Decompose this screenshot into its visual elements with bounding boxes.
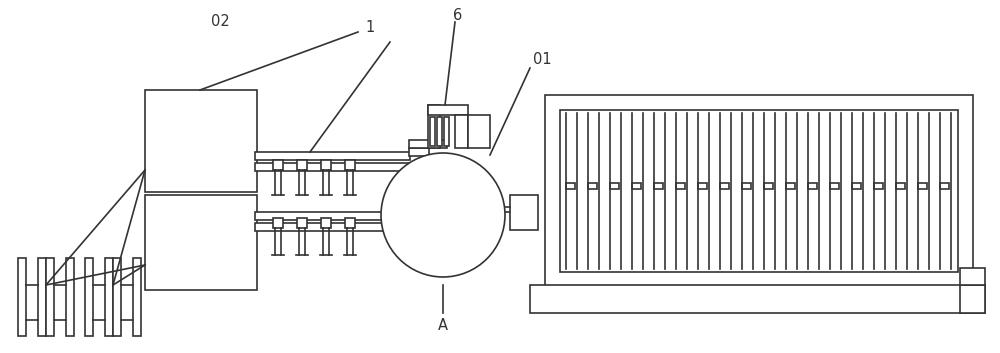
Bar [530, 285, 985, 313]
Bar [145, 195, 257, 290]
Bar [321, 160, 331, 170]
Bar [470, 204, 488, 226]
Bar [462, 200, 472, 220]
Bar [470, 196, 488, 204]
Bar [437, 117, 442, 146]
Bar [676, 183, 685, 189]
Bar [830, 183, 839, 189]
Bar [588, 183, 597, 189]
Bar [654, 183, 663, 189]
Bar [786, 183, 795, 189]
Bar [255, 223, 410, 231]
Bar [85, 258, 93, 336]
Bar [409, 148, 429, 156]
Bar [401, 212, 409, 220]
Bar [113, 258, 121, 336]
Bar [428, 105, 468, 115]
Bar [133, 258, 141, 336]
Circle shape [381, 153, 505, 277]
Bar [273, 218, 283, 228]
Bar [418, 212, 426, 220]
Bar [444, 117, 449, 146]
Bar [428, 105, 440, 148]
Bar [632, 183, 641, 189]
Bar [428, 163, 468, 173]
Bar [455, 115, 468, 148]
Bar [960, 268, 985, 285]
Bar [510, 195, 538, 230]
Bar [66, 258, 74, 336]
Bar [940, 183, 949, 189]
Bar [428, 163, 440, 208]
Bar [255, 212, 410, 220]
Bar [345, 160, 355, 170]
Bar [436, 212, 444, 220]
Text: 1: 1 [365, 20, 375, 36]
Bar [345, 218, 355, 228]
Bar [437, 175, 442, 202]
Bar [255, 152, 410, 160]
Bar [297, 218, 307, 228]
Bar [46, 258, 54, 336]
Bar [698, 183, 707, 189]
Bar [720, 183, 729, 189]
Bar [430, 117, 435, 146]
Bar [560, 110, 958, 272]
Text: 6: 6 [453, 7, 463, 23]
Bar [395, 215, 500, 221]
Text: 02: 02 [211, 14, 229, 30]
Bar [409, 200, 447, 208]
Bar [874, 183, 883, 189]
Bar [478, 206, 482, 224]
Bar [566, 183, 575, 189]
Bar [808, 183, 817, 189]
Text: A: A [438, 317, 448, 333]
Bar [896, 183, 905, 189]
Bar [430, 175, 435, 202]
Bar [409, 140, 447, 148]
Text: 01: 01 [533, 53, 551, 67]
Bar [38, 258, 46, 336]
Bar [468, 175, 490, 208]
Bar [321, 218, 331, 228]
Bar [472, 206, 476, 224]
Bar [145, 90, 257, 192]
Bar [852, 183, 861, 189]
Bar [395, 207, 500, 213]
Bar [273, 160, 283, 170]
Bar [454, 212, 462, 220]
Bar [764, 183, 773, 189]
Bar [455, 173, 468, 208]
Bar [255, 163, 410, 171]
Bar [409, 208, 429, 216]
Bar [18, 258, 26, 336]
Bar [444, 175, 449, 202]
Bar [297, 160, 307, 170]
Bar [468, 115, 490, 148]
Bar [545, 95, 973, 287]
Bar [610, 183, 619, 189]
Bar [105, 258, 113, 336]
Bar [960, 285, 985, 313]
Bar [742, 183, 751, 189]
Bar [918, 183, 927, 189]
